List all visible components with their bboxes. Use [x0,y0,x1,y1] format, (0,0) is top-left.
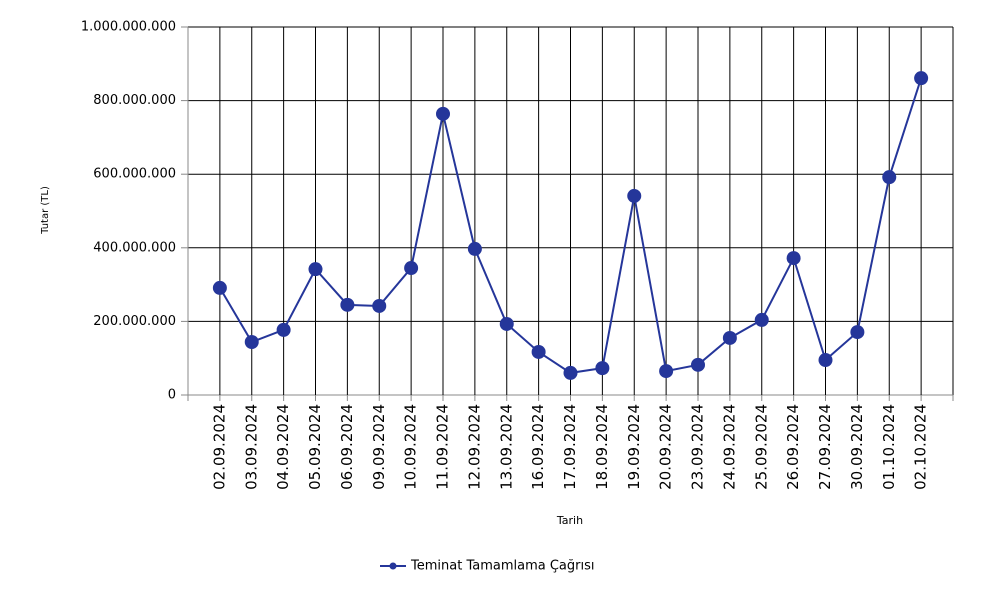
x-tick-label: 02.09.2024 [210,404,228,490]
x-tick-label: 05.09.2024 [306,404,324,490]
x-tick-label: 16.09.2024 [529,404,547,490]
x-tick-label: 10.09.2024 [402,404,420,490]
marker [308,262,323,277]
marker [914,71,929,86]
y-axis-label: Tutar (TL) [40,186,51,235]
legend-label: Teminat Tamamlama Çağrısı [410,559,594,574]
marker [722,330,737,345]
marker [659,364,674,379]
y-tick-label: 0 [168,388,176,403]
x-tick-label: 04.09.2024 [274,404,292,490]
x-tick-label: 24.09.2024 [720,404,738,490]
x-tick-label: 13.09.2024 [497,404,515,490]
marker [244,335,259,350]
x-tick-label: 06.09.2024 [338,404,356,490]
marker [436,106,450,121]
marker [276,322,291,337]
x-tick-label: 26.09.2024 [784,404,802,490]
y-tick-label: 400.000.000 [93,240,176,255]
x-tick-label: 20.09.2024 [657,404,675,490]
x-tick-label: 11.09.2024 [434,404,452,490]
x-tick-label: 01.10.2024 [880,404,898,490]
x-tick-label: 19.09.2024 [625,404,643,490]
marker [531,344,546,359]
x-tick-label: 03.09.2024 [242,404,260,490]
marker [786,251,801,266]
marker [595,361,610,376]
marker [691,357,705,372]
y-tick-label: 200.000.000 [93,314,176,329]
x-tick-label: 02.10.2024 [912,404,930,490]
marker [499,316,514,331]
marker [627,188,642,203]
marker [372,298,387,313]
marker [754,312,769,327]
x-tick-label: 27.09.2024 [816,404,834,490]
marker [212,280,227,295]
marker [340,297,355,312]
y-tick-label: 600.000.000 [93,167,176,182]
y-tick-label: 1.000.000.000 [81,20,176,35]
marker [882,170,897,185]
legend-marker [389,562,397,570]
marker [467,241,482,256]
x-tick-label: 09.09.2024 [370,404,388,490]
x-tick-label: 12.09.2024 [465,404,483,490]
x-tick-label: 30.09.2024 [848,404,866,490]
y-tick-label: 800.000.000 [93,93,176,108]
marker [563,365,578,380]
x-tick-label: 25.09.2024 [752,404,770,490]
x-tick-label: 18.09.2024 [593,404,611,490]
x-tick-label: 17.09.2024 [561,404,579,490]
x-axis-label: Tarih [556,514,583,527]
marker [850,325,865,340]
marker [818,353,833,368]
x-tick-label: 23.09.2024 [689,404,707,490]
marker [404,261,419,276]
